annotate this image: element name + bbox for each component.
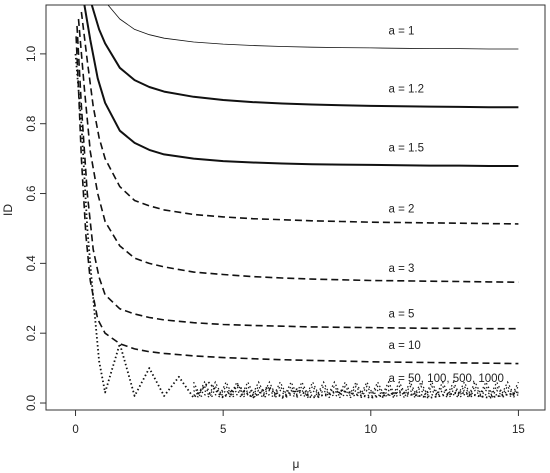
series-line-4 bbox=[80, 11, 519, 225]
curve-labels: a = 1 a = 1.2 a = 1.5 a = 2 a = 3 a = 5 a = 10… bbox=[389, 26, 504, 385]
y-tick-label-3: 0.6 bbox=[26, 186, 38, 202]
curves bbox=[74, 5, 519, 399]
series-label-7: a = 10 bbox=[389, 340, 421, 352]
x-axis-title: μ bbox=[293, 457, 300, 471]
y-tick-label-4: 0.8 bbox=[26, 116, 38, 132]
y-tick-label-2: 0.4 bbox=[26, 255, 38, 272]
series-line-7 bbox=[75, 36, 519, 365]
series-line-3 bbox=[83, 5, 519, 167]
y-tick-label-1: 0.2 bbox=[26, 325, 38, 341]
series-label-5: a = 3 bbox=[389, 263, 415, 275]
dotted-bundle-line-3 bbox=[193, 385, 519, 396]
x-tick-label-1: 5 bbox=[220, 424, 226, 436]
y-tick-label-5: 1.0 bbox=[26, 46, 38, 62]
series-line-2 bbox=[90, 5, 519, 109]
dotted-bundle-line-1 bbox=[193, 393, 519, 399]
series-line-5 bbox=[77, 18, 519, 283]
dotted-bundle-line-2 bbox=[193, 389, 519, 397]
series-label-6: a = 5 bbox=[389, 308, 415, 320]
series-line-6 bbox=[76, 25, 519, 330]
x-axis: 0 5 10 15 bbox=[72, 410, 525, 436]
series-line-1 bbox=[107, 5, 519, 50]
y-axis: 0.0 0.2 0.4 0.6 0.8 1.0 bbox=[26, 46, 46, 411]
y-axis-title: ID bbox=[1, 204, 15, 216]
series-label-1: a = 1 bbox=[389, 26, 415, 38]
series-label-3: a = 1.5 bbox=[389, 143, 425, 155]
series-label-8: a = 50, 100, 500, 1000 bbox=[389, 373, 504, 385]
series-line-8 bbox=[74, 53, 519, 399]
x-tick-label-3: 15 bbox=[512, 424, 525, 436]
x-tick-label-0: 0 bbox=[72, 424, 78, 436]
x-tick-label-2: 10 bbox=[364, 424, 377, 436]
series-label-2: a = 1.2 bbox=[389, 83, 425, 95]
series-label-4: a = 2 bbox=[389, 204, 415, 216]
plot-frame bbox=[45, 4, 546, 411]
y-tick-label-0: 0.0 bbox=[26, 395, 38, 411]
